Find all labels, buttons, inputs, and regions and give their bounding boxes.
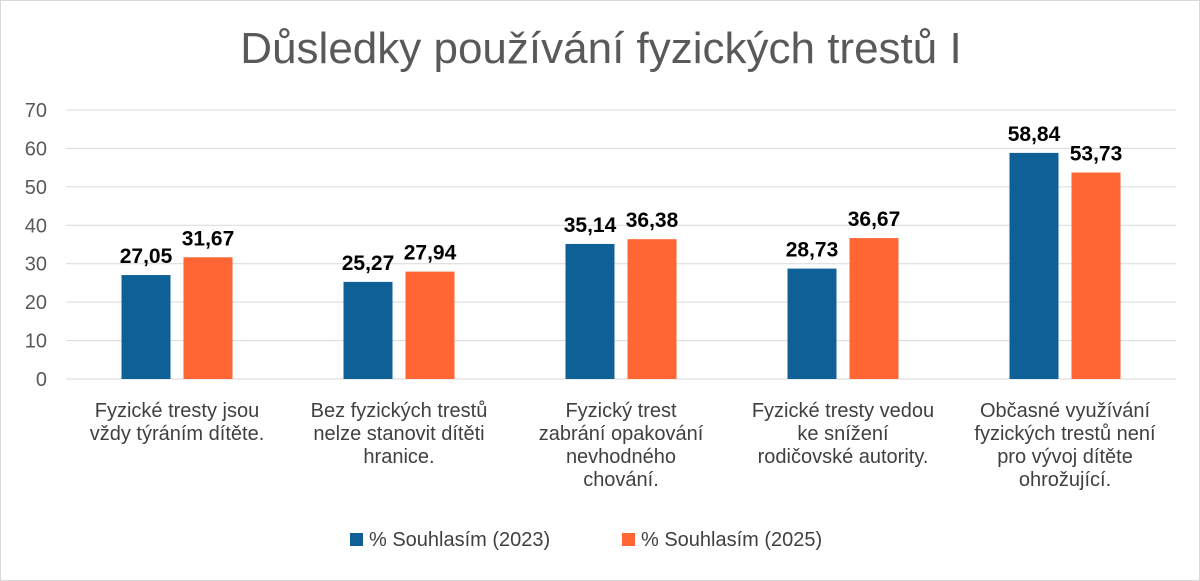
legend-label: % Souhlasím (2023): [369, 529, 550, 551]
y-tick-label: 0: [36, 369, 47, 391]
legend-label: % Souhlasím (2025): [641, 529, 822, 551]
data-label: 27,05: [120, 245, 173, 268]
data-label: 27,94: [404, 242, 457, 265]
bar-series-2-cat-5: [1071, 172, 1121, 379]
bar-series-1-cat-5: [1009, 152, 1059, 379]
data-label: 58,84: [1008, 123, 1061, 146]
data-labels: 27,05 25,27 35,14 28,73 58,84 31,67 27,94 36,38…: [120, 123, 1123, 275]
data-label: 28,73: [786, 239, 839, 262]
category-label: Fyzický trest zabrání opakování nevhodného…: [539, 400, 704, 491]
category-label: Fyzické tresty jsou vždy týráním dítěte.: [90, 400, 265, 445]
chart-title: Důsledky používání fyzických trestů I: [240, 24, 961, 73]
y-tick-label: 40: [25, 215, 47, 237]
bar-series-2-cat-2: [405, 271, 455, 379]
y-axis-ticks: 0 10 20 30 40 50 60 70: [25, 100, 47, 391]
y-tick-label: 70: [25, 100, 47, 122]
data-label: 53,73: [1070, 143, 1123, 166]
category-label: Občasné využívání fyzických trestů není pr…: [974, 400, 1156, 491]
bar-series-1-cat-4: [787, 268, 837, 379]
data-label: 31,67: [182, 227, 235, 250]
y-tick-label: 30: [25, 254, 47, 276]
y-tick-label: 60: [25, 138, 47, 160]
bar-series-2-cat-1: [183, 257, 233, 379]
data-label: 35,14: [564, 214, 617, 237]
bar-series-1-cat-3: [565, 243, 615, 379]
legend-swatch: [622, 533, 635, 546]
data-label: 25,27: [342, 252, 395, 275]
y-tick-label: 20: [25, 292, 47, 314]
bar-series-2-cat-3: [627, 239, 677, 379]
category-label: Bez fyzických trestů nelze stanovit dítět…: [311, 400, 488, 468]
bars: [121, 152, 1121, 379]
bar-series-1-cat-1: [121, 275, 171, 379]
data-label: 36,38: [626, 209, 679, 232]
bar-series-2-cat-4: [849, 238, 899, 379]
bar-series-1-cat-2: [343, 281, 393, 379]
legend: % Souhlasím (2023) % Souhlasím (2025): [350, 529, 822, 551]
category-label: Fyzické tresty vedou ke snížení rodičovské…: [752, 400, 934, 468]
data-label: 36,67: [848, 208, 901, 231]
legend-swatch: [350, 533, 363, 546]
gridlines: [66, 109, 1176, 380]
x-axis-categories: Fyzické tresty jsou vždy týráním dítěte. B…: [90, 400, 1156, 491]
y-tick-label: 10: [25, 331, 47, 353]
y-tick-label: 50: [25, 177, 47, 199]
